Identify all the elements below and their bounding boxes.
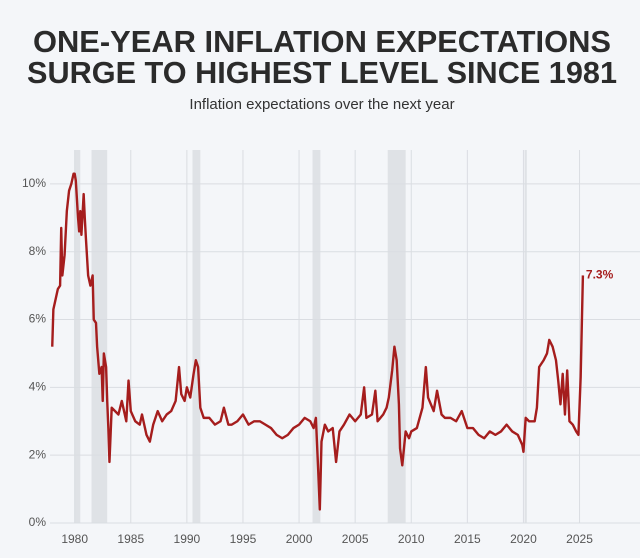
x-tick-label: 2025 xyxy=(566,532,593,546)
recession-band xyxy=(312,150,321,523)
chart-subtitle: Inflation expectations over the next yea… xyxy=(189,96,454,113)
x-tick-label: 2020 xyxy=(510,532,537,546)
x-tick-label: 1985 xyxy=(117,532,144,546)
x-tick-label: 1980 xyxy=(61,532,88,546)
recession-band xyxy=(192,150,201,523)
y-tick-label: 0% xyxy=(29,515,47,529)
x-tick-label: 1995 xyxy=(230,532,257,546)
x-tick-label: 2000 xyxy=(286,532,313,546)
y-tick-label: 10% xyxy=(22,176,46,190)
y-tick-label: 8% xyxy=(29,244,47,258)
recession-band xyxy=(91,150,108,523)
y-tick-label: 6% xyxy=(29,312,47,326)
x-tick-label: 2005 xyxy=(342,532,369,546)
x-tick-label: 2015 xyxy=(454,532,481,546)
y-tick-label: 4% xyxy=(29,380,47,394)
recession-band xyxy=(74,150,81,523)
recession-band xyxy=(387,150,406,523)
x-tick-label: 2010 xyxy=(398,532,425,546)
line xyxy=(51,172,585,511)
chart-title: ONE-YEAR INFLATION EXPECTATIONS xyxy=(33,24,611,59)
end-label: 7.3% xyxy=(586,268,614,282)
recession-band xyxy=(524,150,527,523)
x-tick-label: 1990 xyxy=(174,532,201,546)
chart-title: SURGE TO HIGHEST LEVEL SINCE 1981 xyxy=(27,55,617,90)
y-tick-label: 2% xyxy=(29,447,47,461)
